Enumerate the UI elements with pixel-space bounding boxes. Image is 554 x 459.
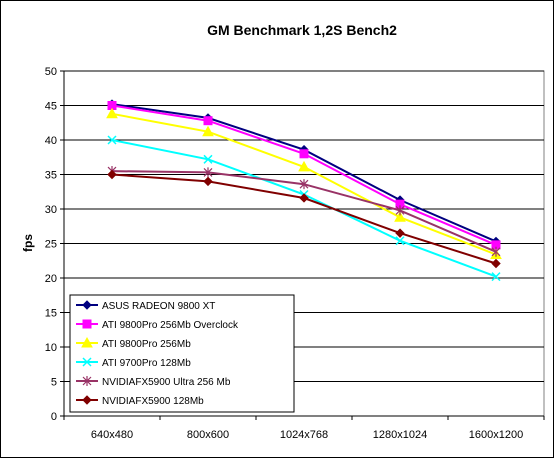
data-point: [491, 246, 501, 257]
legend-marker: [82, 357, 92, 367]
legend-item: ATI 9800Pro 256Mb Overclock: [76, 319, 239, 331]
y-tick-label: 10: [45, 342, 57, 354]
data-point: [491, 258, 501, 269]
data-point: [203, 176, 213, 187]
legend-label: ATI 9700Pro 128Mb: [102, 358, 191, 369]
data-point: [299, 193, 309, 203]
legend-item: ATI 9700Pro 128Mb: [76, 357, 191, 369]
y-tick-label: 45: [45, 101, 57, 113]
legend-marker: [81, 336, 93, 348]
x-axis: 640x480 800x600 1024x768 1280x1024 1600x1200: [63, 415, 545, 441]
data-point: [106, 107, 118, 119]
x-tick-label: 800x600: [187, 429, 229, 441]
y-tick-label: 0: [51, 411, 57, 423]
data-point: [491, 272, 501, 282]
y-tick-label: 30: [45, 204, 57, 216]
x-tick-label: 1600x1200: [469, 429, 523, 441]
legend-item: ASUS RADEON 9800 XT: [76, 300, 215, 312]
legend-marker: [82, 319, 92, 329]
legend-label: ATI 9800Pro 256Mb: [102, 339, 191, 350]
data-point: [203, 116, 213, 126]
legend-item: NVIDIAFX5900 Ultra 256 Mb: [76, 376, 231, 388]
legend-label: ATI 9800Pro 256Mb Overclock: [102, 320, 239, 331]
legend-marker: [82, 395, 92, 405]
legend-label: NVIDIAFX5900 128Mb: [102, 396, 204, 407]
y-tick-label: 20: [45, 273, 57, 285]
data-point: [203, 154, 213, 164]
data-point: [395, 236, 405, 246]
legend-marker: [82, 300, 92, 310]
data-point: [298, 160, 310, 172]
data-point: [395, 205, 405, 216]
data-point: [299, 149, 309, 159]
legend: ASUS RADEON 9800 XT ATI 9800Pro 256Mb Ove…: [69, 294, 295, 413]
y-tick-label: 40: [45, 135, 57, 147]
series-3: [106, 107, 502, 260]
data-point: [107, 169, 117, 180]
series-2: [107, 101, 501, 250]
y-axis: 0 5 10 15 20 25 30 35 40 45 50: [45, 66, 65, 423]
y-tick-label: 5: [51, 377, 57, 389]
data-point: [107, 135, 117, 145]
legend-label: NVIDIAFX5900 Ultra 256 Mb: [102, 377, 231, 388]
data-point: [299, 179, 309, 190]
y-tick-label: 15: [45, 308, 57, 320]
chart-title: GM Benchmark 1,2S Bench2: [207, 22, 397, 38]
data-point: [394, 211, 406, 222]
legend-label: ASUS RADEON 9800 XT: [102, 301, 215, 312]
x-tick-label: 640x480: [91, 429, 133, 441]
y-tick-label: 50: [45, 66, 57, 78]
series-layer: [106, 99, 502, 282]
data-point: [203, 167, 213, 178]
y-tick-label: 35: [45, 170, 57, 182]
series-5: [107, 166, 501, 257]
x-tick-label: 1280x1024: [373, 429, 427, 441]
y-tick-label: 25: [45, 239, 57, 251]
data-point: [202, 125, 214, 137]
series-6: [107, 169, 501, 269]
legend-item: ATI 9800Pro 256Mb: [76, 336, 191, 350]
legend-marker: [82, 376, 92, 386]
legend-item: NVIDIAFX5900 128Mb: [76, 395, 204, 407]
legend-box: [69, 294, 295, 413]
x-tick-label: 1024x768: [280, 429, 328, 441]
y-axis-title: fps: [21, 234, 35, 252]
data-point: [395, 228, 405, 238]
